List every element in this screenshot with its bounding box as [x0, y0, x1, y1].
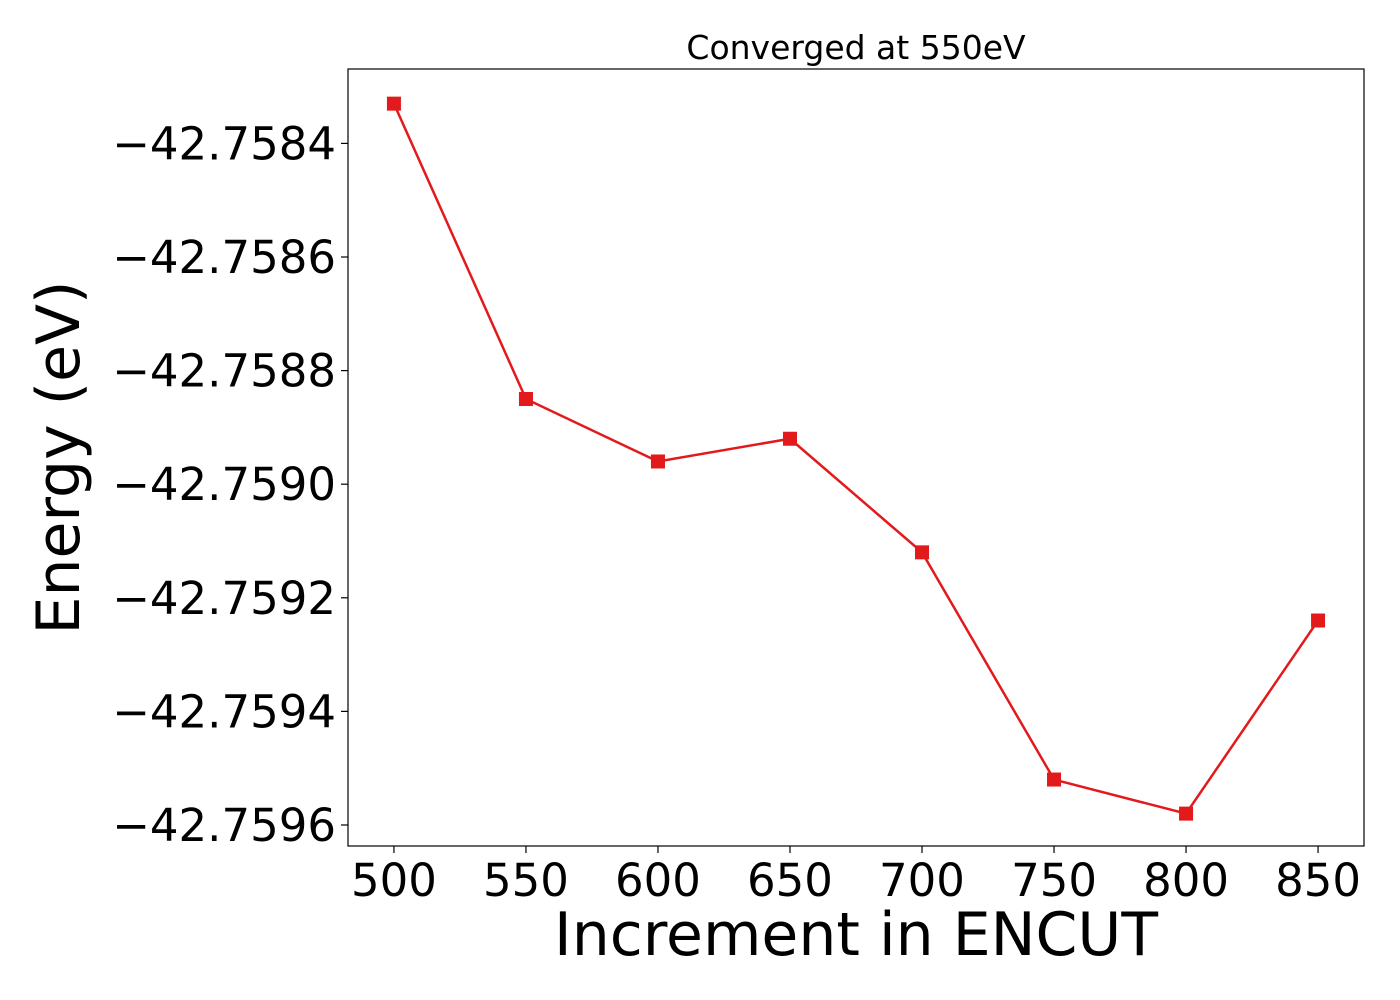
plot-frame	[347, 68, 1365, 847]
data-point-marker	[782, 431, 797, 446]
y-axis-label: Energy (eV)	[24, 281, 94, 635]
ticks-layer: 500 550 600 650 700 750 800 850 −42.7584 −42.7586…	[112, 117, 1361, 907]
data-point-marker	[386, 96, 401, 111]
y-tick-label: −42.7594	[112, 685, 336, 738]
x-tick-label: 500	[351, 854, 437, 907]
data-point-marker	[1311, 613, 1326, 628]
data-point-marker	[518, 391, 533, 406]
data-point-marker	[650, 454, 665, 469]
x-axis-label: Increment in ENCUT	[554, 900, 1158, 970]
series-line	[392, 103, 1320, 816]
y-tick-label: −42.7588	[112, 345, 336, 398]
data-point-marker	[1047, 772, 1062, 787]
y-tick-label: −42.7584	[112, 117, 336, 170]
x-tick-label: 750	[1011, 854, 1097, 907]
data-point-marker	[915, 545, 930, 560]
y-tick-label: −42.7596	[112, 799, 336, 852]
x-tick-label: 600	[615, 854, 701, 907]
x-tick-label: 850	[1275, 854, 1361, 907]
y-tick-label: −42.7592	[112, 572, 336, 625]
x-tick-label: 800	[1143, 854, 1229, 907]
x-tick-label: 550	[483, 854, 569, 907]
x-tick-label: 700	[879, 854, 965, 907]
data-point-marker	[1179, 806, 1194, 821]
series-layer	[386, 96, 1326, 821]
chart-title: Converged at 550eV	[686, 28, 1026, 67]
y-tick-label: −42.7590	[112, 458, 336, 511]
y-tick-label: −42.7586	[112, 231, 336, 284]
x-tick-label: 650	[747, 854, 833, 907]
